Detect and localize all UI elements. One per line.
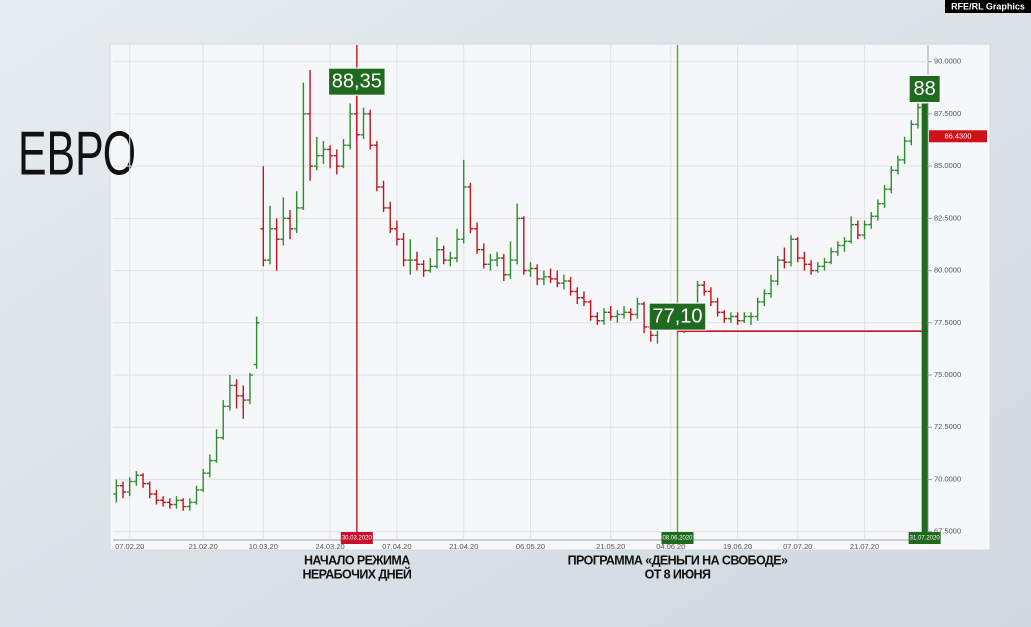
x-tick-label: 10.03.20 [249,542,278,551]
x-tick-label: 07.07.20 [783,542,812,551]
value-box [648,302,707,331]
value-box [908,74,941,103]
grid: 67.5000 70.0000 72.5000 75.0000 77.5000 80.00… [113,45,961,551]
y-tick-label: 82.5000 [934,213,961,222]
x-tick-label: 24.03.20 [316,542,345,551]
value-label: 88,35 [332,70,382,92]
date-box [661,532,694,544]
y-tick-label: 87.5000 [934,109,961,118]
plot-panel [109,43,991,551]
y-tick-label: 90.0000 [934,57,961,66]
caption: ОТ 8 ИЮНЯ [645,567,711,581]
chart-title: ЕВРО [18,119,136,188]
date-label: 08.06.2020 [662,536,693,542]
last-price-label: 86.4300 [944,131,971,140]
last-price-tag [929,130,987,143]
x-tick-label: 21.07.20 [850,542,879,551]
caption: НАЧАЛО РЕЖИМА [304,553,410,567]
caption: НЕРАБОЧИХ ДНЕЙ [302,566,411,581]
y-tick-label: 80.0000 [934,266,961,275]
value-label: 77,10 [652,305,702,327]
value-box [328,67,386,96]
y-tick-label: 67.5000 [934,527,961,536]
y-tick-label: 75.0000 [934,370,961,379]
y-tick-label: 70.0000 [934,474,961,483]
x-tick-label: 19.06.20 [723,542,752,551]
x-tick-label: 07.04.20 [382,542,411,551]
date-label: 31.07.2020 [910,536,941,542]
marks [113,70,928,511]
x-tick-label: 04.06.20 [656,542,685,551]
caption: ПРОГРАММА «ДЕНЬГИ НА СВОБОДЕ» [568,553,788,567]
date-label: 30.03.2020 [342,536,373,542]
x-tick-label: 21.04.20 [449,542,478,551]
x-tick-label: 07.02.20 [115,542,144,551]
y-tick-label: 77.5000 [934,318,961,327]
credit: RFE/RL Graphics [951,1,1025,11]
marker-bar [921,103,928,540]
y-tick-label: 72.5000 [934,422,961,431]
x-tick-label: 06.05.20 [516,542,545,551]
y-tick-label: 85.0000 [934,161,961,170]
date-box [340,532,373,544]
date-box [908,532,941,544]
value-label: 88 [914,78,936,100]
x-tick-label: 21.02.20 [189,542,218,551]
credit-box [945,0,1031,13]
x-tick-label: 21.05.20 [596,542,625,551]
